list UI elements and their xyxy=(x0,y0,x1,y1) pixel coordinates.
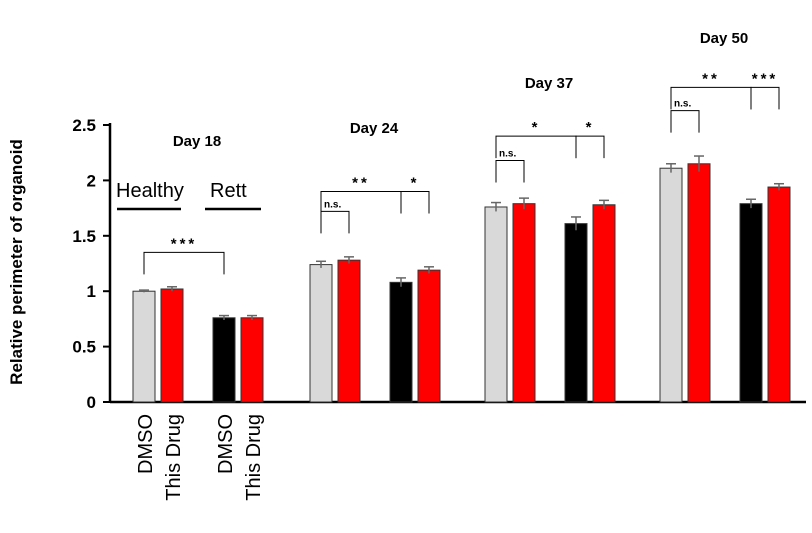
x-label-healthy-dmso: DMSO xyxy=(135,414,157,474)
group-label-rett: Rett xyxy=(205,180,261,211)
bar-rett-dmso xyxy=(564,223,588,403)
bar-healthy-dmso xyxy=(659,167,683,403)
significance-bracket xyxy=(320,210,350,234)
bar-rett-dmso xyxy=(739,203,763,403)
bar-rett-dmso xyxy=(212,317,236,403)
bar-rett-drug xyxy=(240,317,264,403)
bar-healthy-drug xyxy=(337,259,361,403)
significance-label: *** xyxy=(171,235,198,252)
bar-rett-drug xyxy=(592,204,616,403)
bar-rett-dmso xyxy=(389,281,413,403)
y-tick-label: 2 xyxy=(87,171,96,190)
significance-label: ** xyxy=(352,174,370,191)
bar-rett-drug xyxy=(417,269,441,403)
significance-bracket xyxy=(400,190,430,214)
day-label: Day 18 xyxy=(173,133,221,150)
bar-healthy-dmso xyxy=(309,264,333,403)
significance-bracket xyxy=(670,110,700,133)
y-tick-label: 1 xyxy=(87,282,96,301)
significance-bracket xyxy=(750,86,780,110)
x-label-rett-dmso: DMSO xyxy=(215,414,237,474)
significance-label: * xyxy=(532,119,541,136)
x-axis-labels: DMSO This Drug DMSO This Drug xyxy=(135,414,265,501)
significance-label: n.s. xyxy=(499,148,516,159)
y-tick-label: 2.5 xyxy=(72,116,96,135)
bar-healthy-dmso xyxy=(484,206,508,403)
bar-rett-drug xyxy=(767,186,791,403)
significance-bracket xyxy=(495,159,525,183)
bar-healthy-drug xyxy=(687,163,711,403)
x-label-healthy-drug: This Drug xyxy=(163,414,185,501)
significance-label: * xyxy=(411,174,420,191)
significance-bracket xyxy=(575,135,605,159)
day-label: Day 37 xyxy=(525,75,573,92)
significance-label: n.s. xyxy=(674,99,691,110)
significance-label: *** xyxy=(752,70,779,87)
day-label: Day 24 xyxy=(350,120,399,137)
significance-label: n.s. xyxy=(324,199,341,210)
y-axis-label: Relative perimeter of organoid xyxy=(7,139,26,385)
significance-label: ** xyxy=(702,70,720,87)
y-tick-label: 0 xyxy=(87,393,96,412)
bar-healthy-dmso xyxy=(132,290,156,403)
y-tick-label: 1.5 xyxy=(72,227,96,246)
group-label-healthy-text: Healthy xyxy=(116,180,184,202)
group-label-healthy: Healthy xyxy=(116,180,184,211)
significance-label: * xyxy=(586,119,595,136)
significance-bracket xyxy=(143,251,225,275)
y-tick-label: 0.5 xyxy=(72,338,96,357)
group-label-rett-text: Rett xyxy=(210,180,247,202)
day-label: Day 50 xyxy=(700,30,748,47)
bar-healthy-drug xyxy=(160,288,184,403)
bar-healthy-drug xyxy=(512,203,536,403)
x-label-rett-drug: This Drug xyxy=(243,414,265,501)
